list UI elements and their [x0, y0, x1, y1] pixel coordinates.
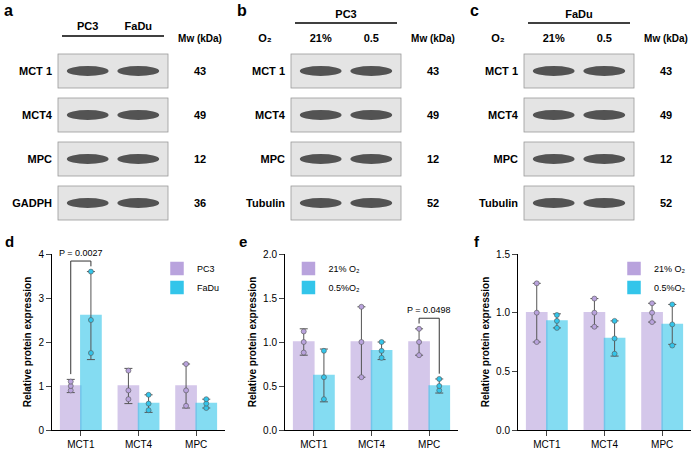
svg-text:2.0: 2.0: [263, 249, 277, 260]
svg-text:MCT 1: MCT 1: [19, 65, 52, 77]
svg-text:Relative protein expression: Relative protein expression: [22, 277, 33, 408]
svg-text:PC3: PC3: [335, 8, 356, 20]
svg-text:12: 12: [660, 153, 672, 165]
svg-text:36: 36: [194, 197, 206, 209]
svg-text:12: 12: [194, 153, 206, 165]
svg-text:49: 49: [427, 109, 439, 121]
svg-text:Relative protein expression: Relative protein expression: [480, 277, 491, 408]
svg-text:21% O₂: 21% O₂: [654, 264, 686, 274]
svg-text:MCT4: MCT4: [488, 109, 519, 121]
svg-text:4: 4: [38, 249, 44, 260]
svg-text:1.0: 1.0: [496, 307, 510, 318]
svg-text:Relative protein expression: Relative protein expression: [247, 277, 258, 408]
svg-text:FaDu: FaDu: [197, 283, 219, 293]
svg-text:0.5: 0.5: [263, 381, 277, 392]
svg-text:c: c: [470, 2, 479, 19]
svg-text:PC3: PC3: [197, 264, 215, 274]
svg-text:FaDu: FaDu: [565, 8, 593, 20]
svg-text:MCT4: MCT4: [591, 439, 619, 450]
svg-text:43: 43: [194, 65, 206, 77]
svg-text:12: 12: [427, 153, 439, 165]
svg-text:MPC: MPC: [651, 439, 673, 450]
svg-text:O₂: O₂: [491, 32, 505, 44]
svg-text:MPC: MPC: [494, 153, 519, 165]
svg-text:1.5: 1.5: [263, 293, 277, 304]
svg-text:Mw (kDa): Mw (kDa): [178, 33, 222, 44]
svg-text:e: e: [239, 233, 247, 250]
svg-text:1: 1: [38, 381, 44, 392]
svg-text:Mw (kDa): Mw (kDa): [644, 33, 688, 44]
svg-text:Tubulin: Tubulin: [479, 197, 518, 209]
svg-text:MPC: MPC: [261, 153, 286, 165]
svg-text:Tubulin: Tubulin: [246, 197, 285, 209]
svg-text:21%: 21%: [310, 32, 332, 44]
svg-text:0.5: 0.5: [496, 366, 510, 377]
svg-text:1.0: 1.0: [263, 337, 277, 348]
svg-text:MCT4: MCT4: [22, 109, 53, 121]
svg-text:Mw (kDa): Mw (kDa): [411, 33, 455, 44]
svg-text:MCT 1: MCT 1: [252, 65, 285, 77]
svg-text:GADPH: GADPH: [12, 197, 52, 209]
svg-text:0.5: 0.5: [597, 32, 612, 44]
svg-text:0.0: 0.0: [496, 425, 510, 436]
svg-text:49: 49: [660, 109, 672, 121]
svg-text:MCT4: MCT4: [125, 439, 153, 450]
svg-text:21% O₂: 21% O₂: [328, 264, 360, 274]
svg-text:49: 49: [194, 109, 206, 121]
svg-text:0.5%O₂: 0.5%O₂: [654, 283, 686, 293]
svg-text:P = 0.0027: P = 0.0027: [59, 248, 103, 258]
svg-text:O₂: O₂: [258, 32, 272, 44]
svg-text:52: 52: [427, 197, 439, 209]
svg-text:d: d: [5, 233, 14, 250]
svg-text:PC3: PC3: [77, 20, 98, 32]
svg-text:MCT1: MCT1: [67, 439, 95, 450]
svg-text:MCT1: MCT1: [533, 439, 561, 450]
svg-text:21%: 21%: [543, 32, 565, 44]
svg-text:43: 43: [427, 65, 439, 77]
svg-text:2: 2: [38, 337, 44, 348]
svg-text:f: f: [474, 233, 480, 250]
svg-text:MCT 1: MCT 1: [485, 65, 518, 77]
svg-text:43: 43: [660, 65, 672, 77]
svg-text:b: b: [237, 2, 247, 19]
svg-text:0.5: 0.5: [364, 32, 379, 44]
svg-text:1.5: 1.5: [496, 249, 510, 260]
svg-text:0: 0: [38, 425, 44, 436]
svg-text:MCT4: MCT4: [358, 439, 386, 450]
svg-text:3: 3: [38, 293, 44, 304]
svg-text:P = 0.0498: P = 0.0498: [407, 305, 451, 315]
svg-text:MCT1: MCT1: [300, 439, 328, 450]
svg-text:0.5%O₂: 0.5%O₂: [328, 283, 360, 293]
svg-text:MPC: MPC: [418, 439, 440, 450]
svg-text:MPC: MPC: [28, 153, 53, 165]
svg-text:52: 52: [660, 197, 672, 209]
svg-text:a: a: [4, 2, 13, 19]
svg-text:FaDu: FaDu: [125, 20, 153, 32]
svg-text:MCT4: MCT4: [255, 109, 286, 121]
svg-text:MPC: MPC: [185, 439, 207, 450]
svg-text:0.0: 0.0: [263, 425, 277, 436]
